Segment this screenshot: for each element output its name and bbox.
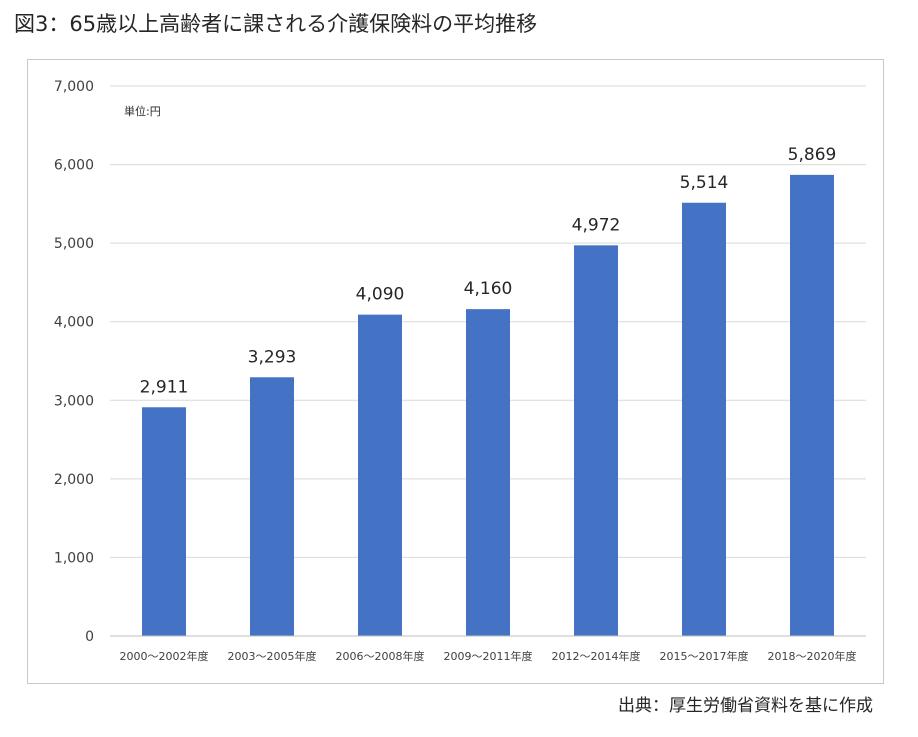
y-axis-ticks: 0 1,000 2,000 3,000 4,000 5,000 6,000 7,000 [54, 79, 94, 645]
x-category-label: 2018～2020年度 [768, 649, 857, 663]
bar [682, 202, 726, 636]
bar [358, 314, 402, 636]
data-labels: 2,911 3,293 4,090 4,160 4,972 5,514 5,869 [140, 145, 837, 397]
x-category-label: 2012～2014年度 [552, 649, 641, 663]
x-category-label: 2000～2002年度 [120, 649, 209, 663]
bar [574, 245, 618, 637]
source-note: 出典：厚生労働省資料を基に作成 [618, 696, 873, 716]
y-tick-label: 4,000 [54, 315, 94, 331]
bar [142, 407, 186, 636]
y-tick-label: 1,000 [54, 550, 94, 566]
y-tick-label: 2,000 [54, 472, 94, 488]
data-label: 5,869 [788, 145, 837, 165]
bar [250, 377, 294, 636]
data-label: 2,911 [140, 377, 189, 397]
x-category-label: 2015～2017年度 [660, 649, 749, 663]
x-axis-categories: 2000～2002年度 2003～2005年度 2006～2008年度 2009～20… [120, 649, 857, 663]
data-label: 4,090 [356, 285, 405, 305]
data-label: 4,160 [464, 279, 513, 299]
bars [142, 174, 834, 637]
y-tick-label: 3,000 [54, 393, 94, 409]
data-label: 4,972 [572, 215, 621, 235]
data-label: 5,514 [680, 173, 729, 193]
chart-title: 図3：65歳以上高齢者に課される介護保険料の平均推移 [14, 12, 538, 36]
x-category-label: 2006～2008年度 [336, 649, 425, 663]
bar [790, 174, 834, 636]
y-tick-label: 7,000 [54, 79, 94, 95]
chart-frame [27, 59, 884, 684]
unit-label: 単位:円 [124, 105, 161, 118]
x-category-label: 2003～2005年度 [228, 649, 317, 663]
y-tick-label: 5,000 [54, 236, 94, 252]
bar [466, 309, 510, 636]
y-tick-label: 0 [85, 629, 94, 645]
x-category-label: 2009～2011年度 [444, 649, 533, 663]
y-tick-label: 6,000 [54, 158, 94, 174]
data-label: 3,293 [248, 347, 297, 367]
